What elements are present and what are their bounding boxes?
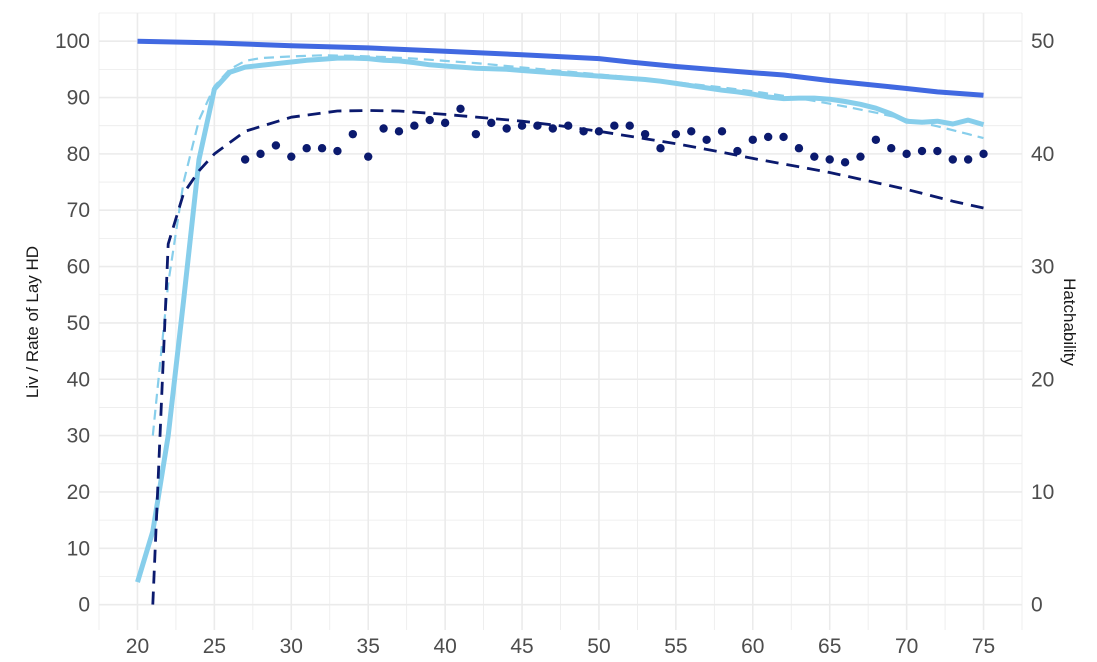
hatchability-point: [364, 152, 373, 161]
hatchability-point: [333, 146, 342, 156]
x-tick-label: 60: [741, 635, 764, 658]
series-layer: [135, 38, 988, 605]
hatchability-point: [487, 118, 496, 128]
hatchability-point: [825, 155, 834, 164]
y-tick-label: 70: [67, 199, 90, 222]
hatchability-point: [856, 152, 865, 161]
y2-tick-label: 40: [1031, 143, 1054, 166]
hatchability-point: [917, 146, 927, 156]
hatchability-point: [440, 118, 450, 128]
x-tick-label: 35: [357, 635, 380, 658]
x-tick-label: 40: [433, 635, 456, 658]
livability-line: [137, 38, 984, 98]
hatchability-point: [271, 141, 281, 150]
y-tick-label: 60: [67, 256, 90, 279]
grid-major: [99, 13, 1022, 630]
y-tick-label: 90: [67, 87, 90, 110]
y-axis-title: Liv / Rate of Lay HD: [23, 246, 42, 398]
hatchability-point: [533, 121, 542, 130]
hatchability-point: [763, 132, 773, 142]
y-tick-label: 80: [67, 143, 90, 166]
hatchability-point: [733, 146, 742, 156]
y2-tick-label: 10: [1031, 481, 1054, 504]
hatchability-point: [302, 144, 311, 153]
hatchability-point: [471, 129, 481, 139]
y-tick-label: 100: [55, 30, 90, 53]
hatchability-point: [502, 124, 511, 133]
hatchability-point: [394, 127, 404, 136]
hatchability-point: [948, 155, 957, 164]
hatchability-point: [963, 155, 973, 164]
y2-tick-label: 0: [1031, 594, 1043, 617]
x-tick-label: 70: [895, 635, 918, 658]
x-tick-label: 20: [126, 635, 149, 658]
hatchability-point: [810, 152, 819, 161]
hatchability-point: [425, 115, 434, 125]
rate-of-lay-standard-line: [151, 54, 984, 436]
y2-tick-label: 50: [1031, 30, 1054, 53]
hatchability-point: [702, 135, 711, 144]
hatchability-point: [594, 127, 604, 136]
hatchability-point: [779, 132, 788, 142]
hatchability-point: [517, 121, 527, 130]
x-tick-label: 55: [664, 635, 687, 658]
x-tick-label: 30: [280, 635, 303, 658]
tick-labels: 20 25 30 35 40 45 50 55 60 65 70 75 0 10 20 30 40 50 60 70 8…: [55, 30, 1054, 658]
rate-of-lay-line: [135, 55, 985, 583]
x-tick-label: 45: [510, 635, 533, 658]
hatchability-point: [979, 149, 988, 159]
hatchability-point: [887, 144, 896, 153]
hatchability-point: [579, 127, 588, 136]
hatchability-point: [748, 135, 757, 144]
x-tick-label: 75: [972, 635, 995, 658]
hatchability-point: [625, 121, 634, 130]
y-tick-label: 0: [78, 594, 90, 617]
hatchability-standard-line: [151, 109, 984, 605]
hatchability-point: [563, 121, 573, 130]
x-tick-label: 25: [203, 635, 226, 658]
y-tick-label: 10: [67, 537, 90, 560]
y2-tick-label: 30: [1031, 256, 1054, 279]
y-tick-label: 50: [67, 312, 90, 335]
hatchability-point: [656, 144, 665, 153]
hatchability-point: [287, 152, 296, 161]
hatchability-point: [794, 144, 804, 153]
hatchability-point: [902, 149, 911, 159]
y-tick-label: 30: [67, 425, 90, 448]
hatchability-point: [410, 121, 419, 130]
hatchability-point: [456, 104, 465, 113]
y-tick-label: 20: [67, 481, 90, 504]
hatchability-point: [610, 121, 619, 130]
hatchability-point: [379, 124, 388, 133]
hatchability-point: [687, 127, 696, 136]
hatchability-point: [840, 158, 850, 167]
y2-axis-title: Hatchability: [1060, 278, 1079, 366]
hatchability-point: [348, 129, 358, 139]
x-tick-label: 50: [587, 635, 610, 658]
hatchability-point: [933, 146, 942, 156]
y2-tick-label: 20: [1031, 368, 1054, 391]
y-tick-label: 40: [67, 368, 90, 391]
x-tick-label: 65: [818, 635, 841, 658]
hatchability-point: [256, 149, 265, 159]
hatchability-point: [240, 155, 250, 164]
hatchability-point: [640, 129, 650, 139]
hatchability-point: [717, 127, 727, 136]
hatchability-point: [671, 129, 681, 139]
hatchability-point: [871, 135, 881, 144]
hatchability-point: [317, 144, 327, 153]
hatchability-point: [548, 124, 558, 133]
